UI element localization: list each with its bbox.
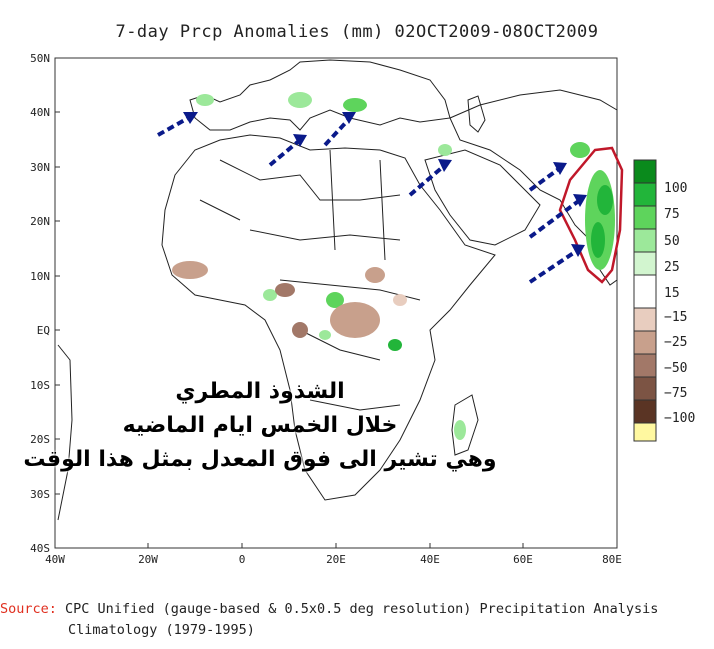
colorbar-swatch [633, 422, 657, 442]
lat-tick: 20N [30, 215, 50, 228]
annotation-line-3: وهي تشير الى فوق المعدل بمثل هذا الوقت [23, 447, 497, 472]
colorbar-label: −50 [664, 361, 687, 376]
colorbar-label: −100 [664, 411, 695, 426]
colorbar-label: 15 [664, 286, 680, 301]
anomaly-patches [172, 92, 615, 440]
colorbar-label: 75 [664, 207, 680, 222]
lon-tick: 80E [602, 553, 622, 566]
colorbar-swatch [633, 274, 657, 309]
lat-labels: 50N 40N 30N 20N 10N EQ 10S 20S 30S 40S [30, 52, 50, 555]
lon-tick: 40W [45, 553, 65, 566]
map-title: 7-day Prcp Anomalies (mm) 02OCT2009-08OC… [115, 22, 599, 42]
annotation-arrows [157, 115, 582, 284]
lon-tick: 60E [513, 553, 533, 566]
arrow-3 [323, 116, 352, 147]
lat-tick: 30S [30, 488, 50, 501]
colorbar-swatch [633, 353, 657, 378]
lat-tick: 10S [30, 379, 50, 392]
arrow-7 [528, 248, 580, 284]
source-line-2: Climatology (1979-1995) [68, 622, 255, 638]
highlight-outline [558, 146, 624, 284]
arrow-4 [408, 163, 447, 197]
arrow-5 [528, 166, 562, 192]
lon-tick: 20W [138, 553, 158, 566]
lon-tick: 20E [326, 553, 346, 566]
lat-tick: 30N [30, 161, 50, 174]
lon-tick: 40E [420, 553, 440, 566]
colorbar-label: −25 [664, 335, 687, 350]
colorbar-label: −75 [664, 386, 687, 401]
colorbar-swatch [633, 251, 657, 276]
colorbar-label: 50 [664, 234, 680, 249]
colorbar-labels: 100 75 50 25 15 −15 −25 −50 −75 −100 [664, 181, 695, 426]
lat-tick: 50N [30, 52, 50, 65]
arrow-heads [183, 112, 587, 257]
colorbar-label: 25 [664, 260, 680, 275]
lat-tick: 40N [30, 106, 50, 119]
colorbar-swatch [633, 399, 657, 424]
colorbar-label: 100 [664, 181, 687, 196]
annotation-line-1: الشذوذ المطري [175, 379, 345, 404]
colorbar-swatch [633, 330, 657, 355]
arabic-annotation: الشذوذ المطري خلال الخمس ايام الماضيه وه… [0, 375, 520, 477]
source-label: Source: [0, 601, 57, 617]
colorbar [633, 159, 657, 442]
source-footer: Source: CPC Unified (gauge-based & 0.5x0… [0, 599, 658, 641]
lon-labels: 40W 20W 0 20E 40E 60E 80E [45, 553, 622, 566]
tick-marks [55, 111, 524, 548]
colorbar-swatch [633, 307, 657, 332]
coastlines [57, 59, 618, 521]
annotation-line-2: خلال الخمس ايام الماضيه [122, 413, 398, 438]
arrow-1 [157, 115, 191, 137]
colorbar-swatch [633, 159, 657, 184]
colorbar-label: −15 [664, 310, 687, 325]
lat-tick: 20S [30, 433, 50, 446]
lat-tick: EQ [37, 324, 50, 337]
lat-tick: 40S [30, 542, 50, 555]
lat-tick: 10N [30, 270, 50, 283]
colorbar-swatch [633, 182, 657, 207]
colorbar-swatch [633, 228, 657, 253]
source-line-1: CPC Unified (gauge-based & 0.5x0.5 deg r… [65, 601, 659, 617]
lon-tick: 0 [239, 553, 246, 566]
colorbar-swatch [633, 376, 657, 401]
colorbar-swatch [633, 205, 657, 230]
arrow-2 [268, 138, 302, 167]
